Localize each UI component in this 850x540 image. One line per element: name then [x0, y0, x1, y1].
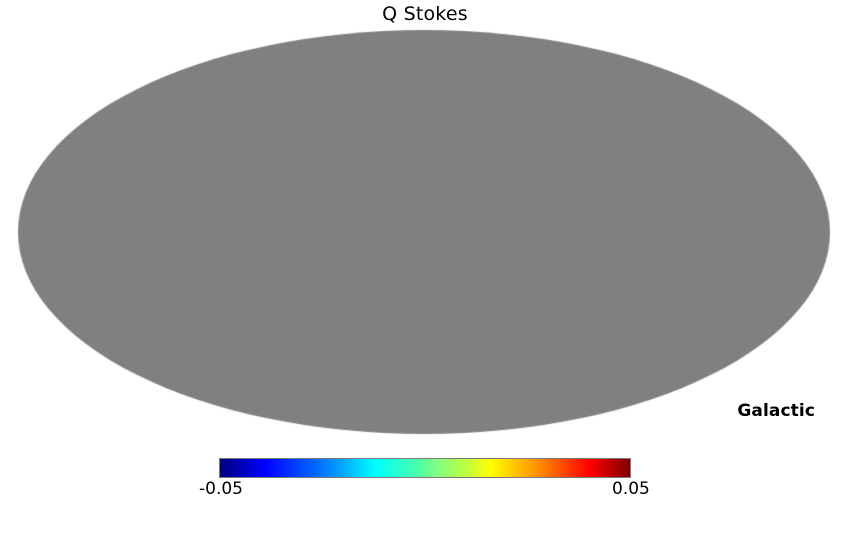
colorbar: -0.05 0.05 — [0, 455, 850, 515]
colorbar-gradient — [219, 458, 631, 478]
coordinate-system-label: Galactic — [737, 401, 815, 421]
mollweide-projection — [0, 0, 850, 445]
sky-map-canvas — [0, 0, 850, 445]
colorbar-max-label: 0.05 — [612, 479, 650, 499]
colorbar-min-label: -0.05 — [199, 479, 243, 499]
